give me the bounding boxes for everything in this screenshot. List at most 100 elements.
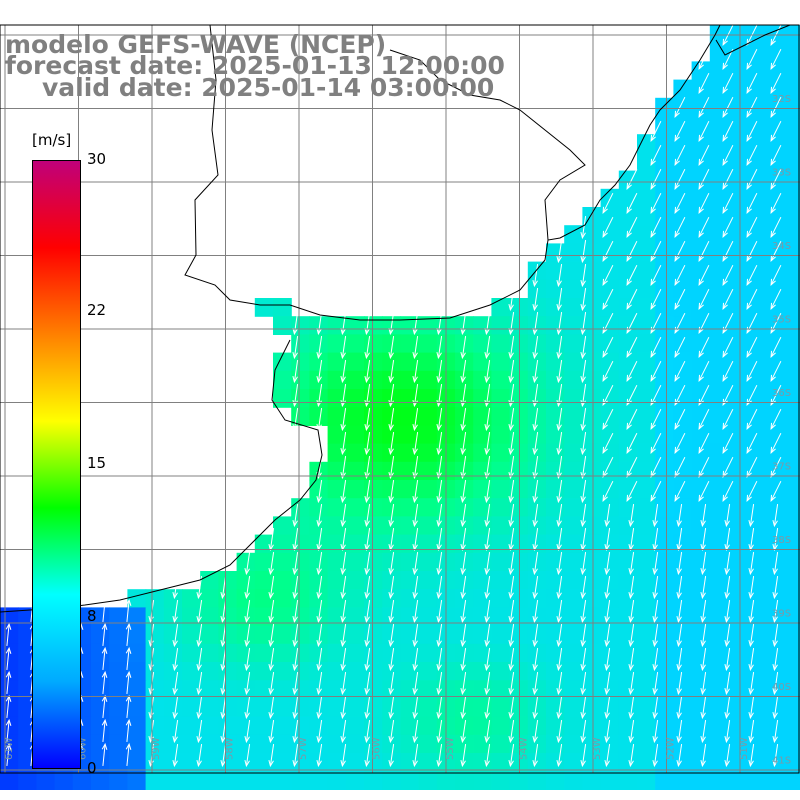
wind-arrow — [292, 744, 299, 768]
wind-arrow — [292, 624, 299, 648]
longitude-label: 58W — [225, 737, 236, 760]
wind-cell — [637, 480, 656, 499]
wind-cell — [309, 407, 329, 426]
wind-cell — [527, 480, 547, 499]
wind-cell — [309, 480, 329, 499]
wind-cell — [491, 552, 511, 572]
wind-cell — [728, 734, 747, 754]
wind-arrow — [772, 648, 779, 672]
longitude-label: 61W — [4, 737, 15, 760]
wind-cell — [236, 734, 256, 754]
wind-cell — [273, 571, 292, 590]
wind-arrow — [412, 336, 419, 360]
wind-cell — [455, 370, 474, 390]
wind-cell — [709, 152, 729, 172]
wind-arrow — [626, 240, 638, 262]
wind-cell — [673, 552, 693, 572]
wind-cell — [691, 207, 711, 226]
wind-cell — [382, 771, 401, 790]
wind-cell — [637, 443, 656, 463]
wind-cell — [291, 334, 310, 354]
wind-cell — [709, 425, 729, 445]
wind-cell — [618, 680, 638, 699]
wind-arrow — [770, 456, 782, 478]
wind-arrow — [700, 624, 707, 648]
wind-arrow — [460, 312, 467, 336]
wind-cell — [291, 498, 310, 517]
wind-arrow — [364, 600, 371, 624]
wind-cell — [637, 516, 656, 536]
wind-cell — [673, 207, 693, 226]
wind-cell — [382, 407, 401, 426]
wind-cell — [691, 480, 711, 499]
wind-cell — [200, 625, 219, 645]
wind-cell — [418, 425, 438, 445]
wind-arrow — [674, 216, 686, 238]
wind-cell — [782, 279, 800, 299]
wind-arrow — [556, 624, 563, 648]
wind-cell — [673, 643, 693, 663]
wind-cell — [163, 662, 183, 681]
wind-arrow — [772, 552, 779, 576]
wind-cell — [564, 425, 583, 445]
wind-arrow — [746, 72, 758, 94]
wind-arrow — [484, 696, 491, 720]
wind-arrow — [602, 480, 614, 502]
wind-cell — [728, 352, 747, 372]
wind-arrow — [650, 432, 662, 454]
wind-cell — [527, 316, 547, 335]
latitude-label: 35S — [772, 315, 791, 326]
wind-cell — [728, 225, 747, 244]
wind-arrow — [722, 336, 734, 358]
wind-cell — [546, 753, 565, 772]
wind-cell — [782, 316, 800, 335]
wind-cell — [709, 534, 729, 554]
wind-arrow — [676, 672, 683, 696]
wind-cell — [782, 298, 800, 317]
wind-arrow — [316, 336, 323, 360]
wind-arrow — [674, 336, 686, 358]
wind-cell — [309, 334, 329, 354]
wind-cell — [782, 61, 800, 81]
wind-arrow — [532, 264, 539, 288]
wind-cell — [618, 571, 638, 590]
wind-cell — [418, 498, 438, 517]
wind-cell — [709, 680, 729, 699]
wind-cell — [546, 425, 565, 445]
wind-cell — [582, 771, 602, 790]
wind-cell — [691, 389, 711, 408]
wind-cell — [582, 370, 602, 390]
wind-cell — [691, 461, 711, 481]
wind-arrow — [746, 336, 758, 358]
wind-arrow — [388, 648, 395, 672]
wind-arrow — [748, 696, 755, 720]
wind-arrow — [316, 696, 323, 720]
wind-cell — [309, 771, 329, 790]
wind-cell — [145, 753, 165, 772]
wind-arrow — [412, 648, 419, 672]
wind-cell — [455, 352, 474, 372]
wind-arrow — [580, 624, 587, 648]
wind-arrow — [580, 288, 587, 312]
wind-cell — [728, 552, 747, 572]
wind-arrow — [316, 480, 323, 504]
wind-speed-field — [0, 25, 800, 790]
wind-cell — [600, 643, 620, 663]
wind-cell — [600, 407, 620, 426]
wind-arrow — [364, 552, 371, 576]
latitude-label: 40S — [772, 682, 791, 693]
wind-cell — [546, 279, 565, 299]
wind-arrow — [676, 576, 683, 600]
wind-arrow — [580, 480, 587, 504]
latitude-label: 41S — [772, 756, 791, 767]
wind-arrow — [388, 408, 395, 432]
wind-cell — [655, 680, 674, 699]
wind-arrow — [698, 168, 710, 190]
wind-arrow — [484, 648, 491, 672]
wind-cell — [527, 370, 547, 390]
wind-cell — [345, 552, 365, 572]
wind-cell — [582, 389, 602, 408]
wind-arrow — [460, 672, 467, 696]
wind-cell — [546, 643, 565, 663]
valid-date: valid date: 2025-01-14 03:00:00 — [42, 73, 495, 102]
